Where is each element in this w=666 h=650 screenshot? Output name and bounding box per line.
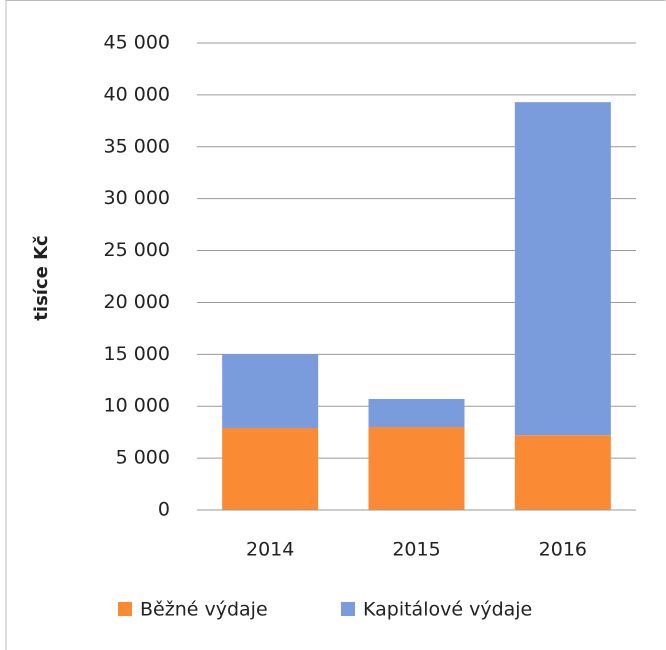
y-tick-label: 45 000	[104, 32, 170, 54]
bar-segment	[368, 426, 465, 510]
y-tick-label: 40 000	[104, 83, 170, 105]
x-tick-label: 2015	[392, 539, 440, 561]
x-tick-label: 2014	[246, 539, 294, 561]
legend-swatch	[341, 602, 355, 616]
y-tick-label: 25 000	[104, 239, 170, 261]
bar-segment	[514, 435, 611, 510]
y-tick-label: 5 000	[116, 447, 170, 469]
legend-label: Běžné výdaje	[140, 599, 268, 621]
y-tick-label: 35 000	[104, 135, 170, 157]
x-tick-label: 2016	[539, 539, 587, 561]
bar-segment	[222, 428, 319, 510]
y-tick-label: 15 000	[104, 343, 170, 365]
legend-label: Kapitálové výdaje	[363, 599, 532, 621]
legend-swatch	[118, 602, 132, 616]
bar-segment	[222, 354, 319, 429]
y-tick-label: 20 000	[104, 291, 170, 313]
y-tick-label: 30 000	[104, 187, 170, 209]
bar-segment	[368, 398, 465, 427]
y-tick-label: 0	[158, 499, 170, 521]
chart-frame	[5, 0, 666, 650]
y-axis-label: tisíce Kč	[31, 235, 52, 320]
bar-segment	[514, 102, 611, 436]
y-tick-label: 10 000	[104, 395, 170, 417]
